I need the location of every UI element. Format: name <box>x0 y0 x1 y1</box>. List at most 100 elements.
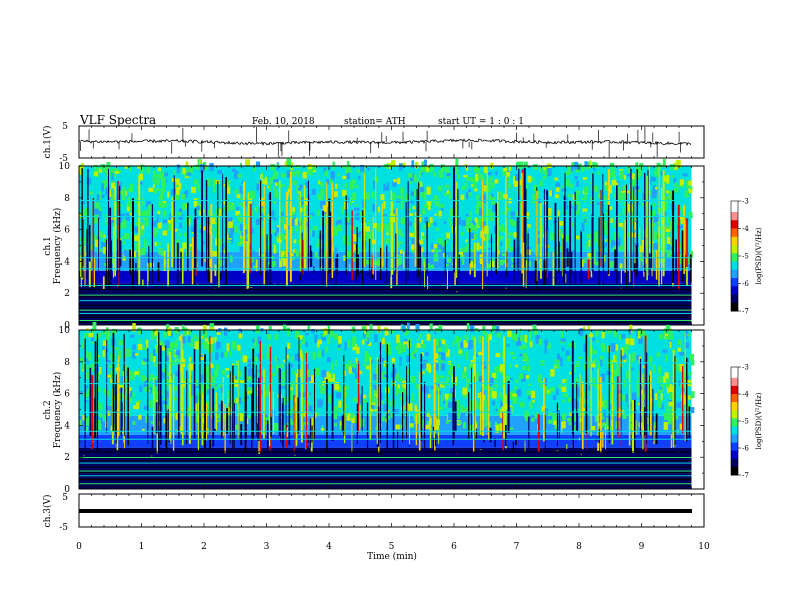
spectrogram-texture <box>89 191 93 195</box>
spectrogram-texture <box>479 208 484 217</box>
spectrogram-texture <box>264 416 269 420</box>
spectrogram-texture <box>679 179 685 187</box>
spectrogram-texture <box>119 215 123 223</box>
spectrogram-texture <box>439 375 445 379</box>
spectrogram-texture <box>289 161 294 167</box>
spectrogram-texture <box>639 245 644 253</box>
spectrogram-texture <box>590 361 596 368</box>
colorbar-segment <box>731 261 738 265</box>
spectrogram-texture <box>684 190 689 198</box>
colorbar-tick-label: -5 <box>742 253 749 261</box>
spectrogram-texture <box>387 182 390 191</box>
spectrogram-texture <box>668 190 673 194</box>
spectrogram-texture <box>124 232 129 240</box>
sferic-stripe <box>117 360 119 437</box>
colorbar-segment <box>731 283 738 287</box>
narrowband-line <box>79 362 692 364</box>
spectrogram-texture <box>234 375 238 380</box>
ch2-spectrogram-ylabel-frequency: Frequency (kHz) <box>52 372 63 449</box>
colorbar-segment <box>731 256 738 260</box>
spectrogram-texture <box>499 235 504 240</box>
spectrogram-texture <box>398 390 403 394</box>
spectrogram-texture <box>168 263 173 268</box>
spectrogram-texture <box>486 417 490 426</box>
spectrogram-texture <box>144 238 147 247</box>
spectrogram-texture <box>249 383 255 389</box>
spectrogram-texture <box>117 350 122 359</box>
spectrogram-texture <box>396 372 399 382</box>
spectrogram-texture <box>277 181 281 189</box>
spectrogram-texture <box>508 407 512 416</box>
spectrogram-texture <box>662 376 668 384</box>
spectrogram-texture <box>94 219 98 224</box>
spectrogram-texture <box>174 339 178 349</box>
narrowband-line <box>79 475 692 477</box>
spectrogram-texture <box>562 379 567 384</box>
spectrogram-texture <box>199 354 204 358</box>
spectrogram-texture <box>293 217 298 226</box>
sferic-stripe <box>293 454 296 456</box>
spectrogram-texture <box>426 420 430 428</box>
sferic-stripe <box>234 403 235 451</box>
spectrogram-texture <box>491 258 495 261</box>
spectrogram-texture <box>326 179 330 185</box>
spectrogram-texture <box>440 164 445 172</box>
spectrogram-texture <box>635 413 641 420</box>
sferic-stripe <box>307 180 309 272</box>
sferic-stripe <box>244 366 247 452</box>
spectrogram-texture <box>293 411 297 415</box>
spectrogram-texture <box>134 235 139 242</box>
spectrogram-texture <box>193 403 197 412</box>
sferic-stripe <box>506 251 508 277</box>
spectrogram-texture <box>346 250 350 259</box>
spectrogram-texture <box>193 334 197 339</box>
sferic-stripe <box>453 366 455 441</box>
sferic-stripe <box>474 337 476 433</box>
sferic-stripe <box>580 454 582 455</box>
sferic-stripe <box>302 240 304 275</box>
spectrogram-texture <box>444 184 449 189</box>
spectrogram-texture <box>228 232 234 239</box>
spectrogram-texture <box>460 412 466 421</box>
spectrogram-texture <box>187 336 191 343</box>
colorbar-segment <box>731 286 738 290</box>
spectrogram-texture <box>446 189 449 195</box>
spectrogram-texture <box>654 169 659 177</box>
spectrogram-texture <box>584 161 588 167</box>
sferic-stripe <box>396 208 398 286</box>
spectrogram-texture <box>266 333 271 340</box>
spectrogram-texture <box>209 337 214 344</box>
colorbar-segment <box>731 223 738 227</box>
spectrogram-texture <box>103 388 106 394</box>
sferic-stripe <box>129 274 132 275</box>
spectrogram-texture <box>221 352 224 358</box>
spectrogram-texture <box>160 256 164 261</box>
spectrogram-texture <box>271 372 276 377</box>
sferic-stripe <box>336 253 339 274</box>
spectrogram-texture <box>149 353 154 362</box>
sferic-stripe <box>546 228 548 278</box>
spectrogram-texture <box>468 384 471 389</box>
spectrogram-texture <box>270 164 275 171</box>
spectrogram-texture <box>562 399 565 404</box>
sferic-stripe <box>151 426 154 454</box>
spectrogram-texture <box>621 353 627 360</box>
spectrogram-texture <box>671 175 674 178</box>
spectrogram-texture <box>239 351 242 355</box>
spectrogram-texture <box>483 365 487 370</box>
spectrogram-texture <box>582 408 587 415</box>
spectrogram-texture <box>122 235 125 239</box>
spectrogram-texture <box>524 334 528 343</box>
spectrogram-texture <box>208 343 213 352</box>
spectrogram-texture <box>656 162 661 171</box>
sferic-stripe <box>447 441 449 443</box>
spectrogram-texture <box>94 208 99 215</box>
spectrogram-texture <box>188 165 194 174</box>
spectrogram-texture <box>532 400 535 403</box>
sferic-stripe <box>571 340 574 434</box>
sferic-stripe <box>603 213 605 288</box>
spectrogram-texture <box>515 247 520 256</box>
spectrogram-texture <box>440 363 446 371</box>
sferic-stripe <box>266 234 268 288</box>
